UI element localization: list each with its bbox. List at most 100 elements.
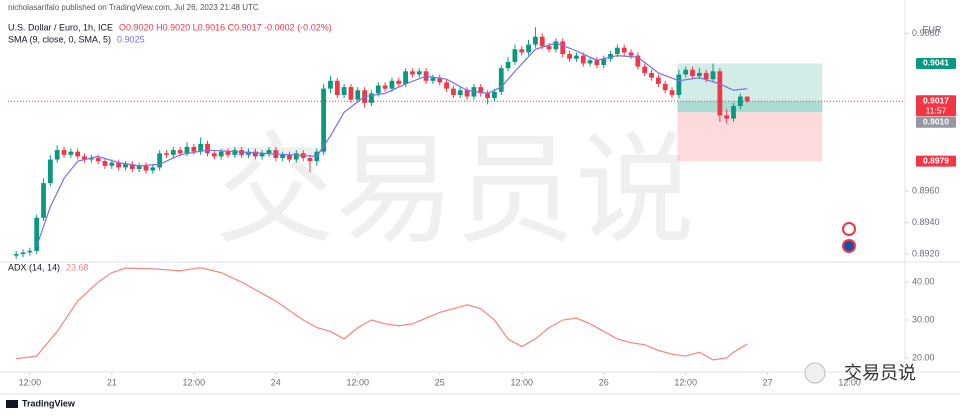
candle-body [410,71,415,75]
candle-body [416,71,422,75]
candle-body [123,164,128,168]
candle-body [348,87,354,100]
candle-body [164,153,169,155]
flag-icon-eu[interactable] [842,239,856,253]
candle-body [109,162,115,166]
sma-label: SMA (9, close, 0, SMA, 5) [8,34,111,44]
y2-tick-label: 40.00 [912,276,935,286]
candle-body [143,165,149,171]
candle-body [75,151,81,157]
candle-body [580,55,586,64]
y2-tick-label: 20.00 [912,352,935,362]
sma-line [36,42,748,247]
candle-body [628,52,634,56]
candle-body [396,80,402,84]
candle-body [61,150,67,155]
entry-badge: 0.9010 [923,117,949,127]
candle-body [157,153,163,168]
candle-body [546,46,552,50]
candle-body [539,36,545,47]
candle-body [328,80,333,89]
candle-body [68,151,74,155]
stop-zone [677,112,823,162]
candle-body [614,47,620,55]
ohlc-values: O0.9020 H0.9020 L0.9016 C0.9017 -0.0002 … [119,22,332,32]
candle-body [710,71,716,80]
x-tick-label: 27 [763,377,773,387]
candle-body [47,159,53,184]
x-tick-label: 12:00 [510,377,533,387]
candle-body [280,154,286,158]
candle-body [505,61,511,69]
published-note: nicholasarifalo published on TradingView… [8,3,259,12]
candle-body [533,36,538,45]
candle-body [259,153,265,157]
candle-body [218,151,224,157]
candle-body [150,167,156,171]
candle-body [116,162,122,168]
y2-tick-label: 30.00 [912,314,935,324]
flag-icon-us[interactable] [842,222,856,236]
currency: EUR [922,24,942,34]
candle-body [307,157,313,162]
candle-body [690,69,695,77]
x-tick-label: 12:00 [19,377,42,387]
candle-body [437,77,443,83]
countdown: 11:57 [926,106,947,116]
candle-body [492,91,497,99]
stop-badge: 0.8979 [923,155,949,165]
candle-body [696,72,702,77]
tv-logo [6,400,18,408]
candle-body [662,83,668,91]
candle-body [184,146,190,154]
candle-body [252,151,258,157]
x-tick-label: 25 [435,377,445,387]
candle-body [287,154,292,160]
candle-body [355,90,361,100]
x-tick-label: 12:00 [838,377,861,387]
candle-body [334,80,340,95]
candle-body [451,88,456,95]
y-tick-label: 0.8960 [912,185,940,195]
candle-body [655,77,661,84]
candle-body [601,58,607,66]
candle-body [574,55,579,59]
candle-body [512,49,518,62]
candle-body [382,85,388,89]
candle-body [621,47,627,53]
target-zone [677,63,823,113]
wechat-icon [804,362,826,384]
candle-body [594,60,600,66]
entry-badge-bg [916,116,956,128]
candle-body [403,71,408,84]
adx-title: ADX (14, 14) [8,262,60,272]
candle-body [232,150,238,155]
candle-body [649,72,654,78]
y-tick-label: 0.8940 [912,217,940,227]
candle-body [464,90,470,97]
x-tick-label: 12:00 [183,377,206,387]
candle-body [191,146,197,152]
candle-body [13,254,19,256]
candle-body [177,150,183,154]
candle-body [526,44,531,53]
candle-body [205,143,210,154]
candle-body [54,150,60,160]
symbol: U.S. Dollar / Euro, 1h, ICE [8,22,113,32]
candle-body [41,183,46,218]
candle-body [82,156,87,160]
candle-body [430,77,436,81]
x-tick-label: 26 [599,377,609,387]
candle-body [731,105,736,119]
candle-body [683,69,689,75]
target-badge: 0.9041 [923,58,949,68]
candle-body [95,157,101,162]
brand: TradingView [22,398,76,408]
candle-body [129,164,135,169]
candle-body [27,250,33,253]
candle-body [703,72,709,80]
candle-body [293,153,299,160]
adx-value: 23.68 [66,262,89,272]
candle-body [102,161,108,166]
